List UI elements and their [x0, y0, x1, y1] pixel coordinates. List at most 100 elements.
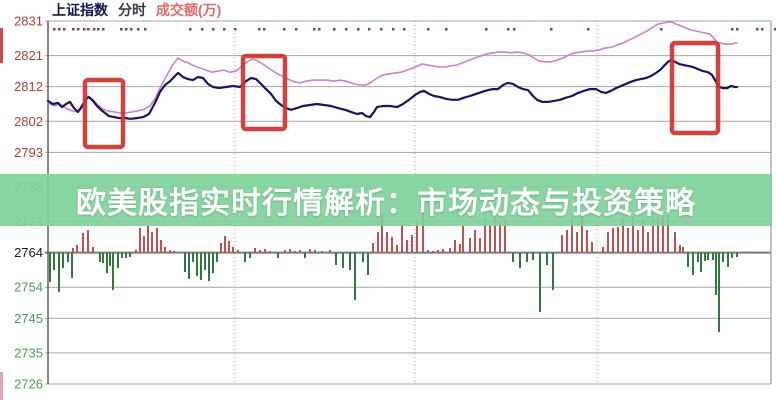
volume-bar-down [697, 252, 699, 262]
tick-dot [392, 28, 395, 31]
volume-bar-up [576, 232, 578, 253]
tick-dot [345, 28, 348, 31]
tick-dot [53, 28, 56, 31]
volume-bar-down [731, 252, 733, 258]
left-edge-artifact-top [0, 28, 3, 63]
volume-bar-up [484, 218, 486, 253]
volume-bar-up [377, 232, 379, 253]
volume-bar-down [196, 252, 198, 276]
y-axis-tick-label: 2745 [14, 311, 43, 326]
tick-dot [731, 28, 734, 31]
volume-axis-label: 成交额(万) [156, 2, 222, 18]
volume-bar-up [591, 242, 593, 253]
tick-dot [58, 28, 61, 31]
volume-bar-down [367, 252, 369, 275]
tick-dot [125, 28, 128, 31]
volume-bar-up [232, 247, 234, 253]
volume-bar-up [607, 232, 609, 253]
volume-bar-down [712, 252, 714, 260]
volume-bar-up [406, 240, 408, 253]
y-axis-tick-label: 2802 [14, 114, 43, 129]
volume-bar-up [581, 218, 583, 253]
y-axis-tick-label: 2726 [14, 377, 43, 392]
volume-bar-up [657, 218, 659, 253]
tick-dot [357, 28, 360, 31]
tick-dot [368, 28, 371, 31]
tick-dot [761, 28, 764, 31]
volume-bar-up [647, 232, 649, 253]
volume-bar-up [143, 236, 145, 253]
volume-bar-down [687, 252, 689, 267]
volume-bar-up [87, 230, 89, 253]
volume-bar-down [532, 252, 534, 260]
volume-bar-up [381, 214, 383, 253]
volume-bar-up [401, 225, 403, 253]
tick-dot [550, 28, 553, 31]
volume-bar-up [92, 247, 94, 253]
volume-bar-up [269, 251, 271, 253]
highlight-box [240, 53, 288, 132]
tick-dot [774, 28, 776, 31]
tick-dot [77, 28, 80, 31]
tick-dot [333, 28, 336, 31]
volume-bar-down [704, 252, 706, 261]
tick-dot [144, 28, 147, 31]
tick-dot [427, 28, 430, 31]
tick-dot [403, 28, 406, 31]
volume-bar-up [499, 222, 501, 253]
y-axis-tick-label: 2754 [14, 280, 43, 295]
tick-dot [130, 28, 133, 31]
volume-bar-down [736, 252, 738, 257]
tick-dot [258, 28, 261, 31]
volume-bar-down [335, 252, 337, 265]
volume-bar-up [151, 232, 153, 253]
volume-bar-down [67, 252, 69, 262]
volume-bar-down [715, 252, 717, 295]
volume-bar-down [552, 252, 554, 290]
volume-bar-up [459, 244, 461, 253]
volume-bar-up [479, 238, 481, 253]
volume-bar-down [49, 252, 51, 282]
volume-bar-up [391, 237, 393, 253]
volume-bar-down [546, 252, 548, 265]
volume-bar-down [58, 252, 60, 292]
tick-dot [189, 28, 192, 31]
volume-bar-up [679, 245, 681, 253]
volume-bar-down [722, 252, 724, 262]
tick-dot [83, 28, 86, 31]
tick-dot [660, 28, 663, 31]
volume-bar-down [539, 252, 541, 312]
volume-bar-up [314, 250, 316, 253]
volume-bar-down [342, 252, 344, 268]
tick-dot [513, 28, 516, 31]
volume-bar-up [164, 247, 166, 253]
volume-bar-up [469, 238, 471, 253]
volume-bar-up [329, 250, 331, 253]
tick-dot [120, 28, 123, 31]
headline-text: 欧美股指实时行情解析：市场动态与投资策略 [76, 187, 696, 220]
volume-bar-down [71, 252, 73, 278]
volume-bar-up [449, 248, 451, 253]
tick-dot [313, 28, 316, 31]
volume-bar-up [682, 247, 684, 253]
volume-bar-down [707, 252, 709, 260]
volume-bar-up [294, 251, 296, 253]
y-axis-tick-label: 2831 [14, 14, 43, 29]
tick-dot [63, 28, 66, 31]
volume-bar-down [62, 252, 64, 268]
tick-dot [234, 28, 237, 31]
tick-dot [283, 28, 286, 31]
volume-bar-up [642, 218, 644, 253]
volume-bar-up [289, 249, 291, 253]
volume-bar-up [627, 228, 629, 253]
volume-bar-up [228, 241, 230, 253]
volume-bar-down [349, 252, 351, 270]
volume-bar-down [727, 252, 729, 267]
volume-bar-up [156, 228, 158, 253]
tick-dot [263, 28, 266, 31]
tick-dot [445, 28, 448, 31]
tick-dot [318, 28, 321, 31]
index-name-label: 上证指数 [52, 2, 108, 18]
volume-bar-up [254, 248, 256, 253]
